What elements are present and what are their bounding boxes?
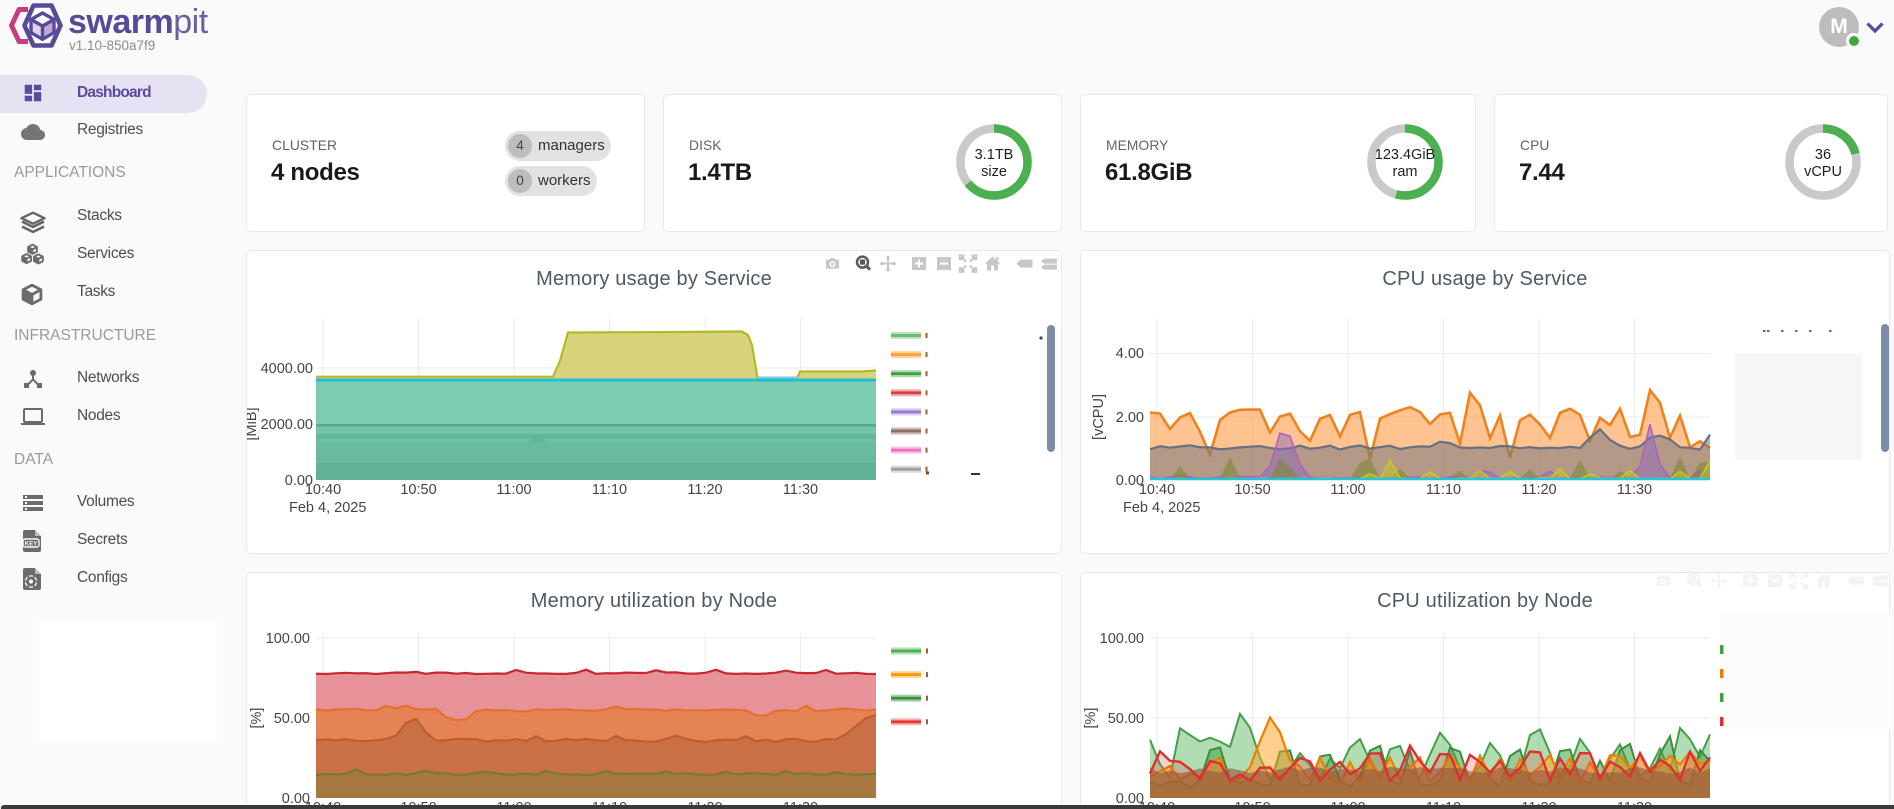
svg-text:10:50: 10:50 [1234,482,1270,498]
svg-text:11:00: 11:00 [1330,482,1365,498]
svg-text:Feb 4, 2025: Feb 4, 2025 [1123,500,1200,516]
svg-text:4000.00: 4000.00 [261,361,313,377]
svg-text:[%]: [%] [1083,708,1099,729]
svg-text:0.00: 0.00 [1116,791,1144,807]
svg-text:ram: ram [1393,164,1418,180]
svg-text:3.1TB: 3.1TB [975,147,1014,163]
svg-text:100.00: 100.00 [266,631,310,647]
svg-text:10:50: 10:50 [400,482,436,498]
svg-text:11:30: 11:30 [1617,482,1652,498]
svg-text:10:40: 10:40 [305,482,341,498]
svg-text:11:20: 11:20 [687,482,722,498]
svg-text:[vCPU]: [vCPU] [1091,394,1107,440]
svg-text:4.00: 4.00 [1116,346,1144,362]
svg-text:vCPU: vCPU [1804,164,1842,180]
svg-text:11:00: 11:00 [496,482,531,498]
svg-text:10:40: 10:40 [1139,482,1175,498]
svg-text:0.00: 0.00 [1116,473,1144,489]
svg-text:11:10: 11:10 [592,482,627,498]
svg-text:50.00: 50.00 [274,711,310,727]
svg-text:0.00: 0.00 [285,473,313,489]
svg-text:11:20: 11:20 [1521,482,1556,498]
svg-text:100.00: 100.00 [1100,631,1144,647]
svg-text:11:10: 11:10 [1426,482,1461,498]
svg-text:size: size [981,164,1007,180]
svg-text:11:30: 11:30 [783,482,818,498]
svg-text:50.00: 50.00 [1108,711,1144,727]
svg-text:2000.00: 2000.00 [261,417,313,433]
svg-text:[MiB]: [MiB] [247,407,260,440]
svg-text:123.4GiB: 123.4GiB [1375,147,1435,163]
svg-text:KEY: KEY [25,540,39,547]
svg-text:36: 36 [1815,147,1831,163]
svg-text:2.00: 2.00 [1116,410,1144,426]
svg-text:0.00: 0.00 [282,791,310,807]
svg-text:[%]: [%] [249,708,265,729]
svg-text:Feb 4, 2025: Feb 4, 2025 [289,500,366,516]
